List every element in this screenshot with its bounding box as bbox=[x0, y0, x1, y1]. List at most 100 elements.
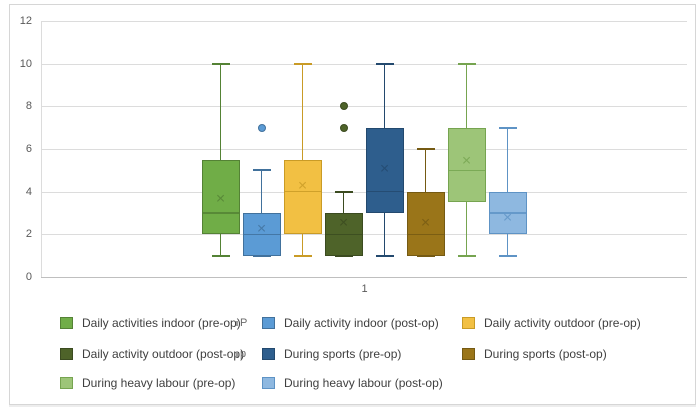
mean-marker: × bbox=[502, 209, 513, 227]
mean-marker: × bbox=[215, 190, 226, 208]
legend-swatch bbox=[262, 348, 275, 360]
legend-item: During sports (post-op) bbox=[462, 347, 607, 361]
median-line bbox=[242, 233, 281, 236]
mean-marker: × bbox=[256, 220, 267, 238]
legend-label: During sports (pre-op) bbox=[284, 347, 402, 361]
median-line bbox=[488, 212, 527, 214]
min-whisker-cap bbox=[334, 254, 353, 257]
max-whisker-cap bbox=[416, 148, 435, 150]
upper-whisker bbox=[506, 127, 509, 192]
stray-character: p bbox=[240, 348, 247, 360]
gridline bbox=[41, 21, 687, 22]
gridline bbox=[41, 63, 687, 65]
max-whisker-cap bbox=[498, 126, 517, 129]
y-axis-tick-label: 8 bbox=[25, 100, 32, 113]
min-whisker-cap bbox=[293, 254, 312, 257]
gridline bbox=[41, 106, 687, 108]
boxplot-box bbox=[283, 159, 322, 235]
upper-whisker bbox=[383, 63, 386, 128]
legend-swatch bbox=[262, 377, 275, 389]
y-axis-line bbox=[41, 21, 42, 277]
x-axis-category-label: 1 bbox=[361, 283, 368, 295]
median-line bbox=[447, 169, 486, 172]
legend-label: Daily activity outdoor (post-op) bbox=[82, 347, 245, 361]
lower-whisker bbox=[301, 234, 304, 256]
legend-item: During heavy labour (pre-op) bbox=[60, 376, 235, 390]
min-whisker-cap bbox=[498, 254, 517, 257]
upper-whisker bbox=[465, 63, 468, 128]
y-axis-tick-label: 12 bbox=[19, 15, 32, 27]
y-axis-tick-label: 0 bbox=[25, 271, 32, 283]
min-whisker-cap bbox=[211, 254, 230, 257]
chart-frame bbox=[9, 4, 696, 405]
median-line bbox=[324, 233, 363, 236]
mean-marker: × bbox=[297, 177, 308, 195]
min-whisker-cap bbox=[375, 254, 394, 257]
max-whisker-cap bbox=[293, 62, 312, 65]
median-line bbox=[406, 233, 445, 236]
stray-character: P bbox=[240, 317, 248, 329]
median-line bbox=[283, 190, 322, 193]
legend-item: Daily activity indoor (post-op) bbox=[262, 316, 439, 330]
legend-label: During sports (post-op) bbox=[484, 347, 607, 361]
y-axis-tick-label: 4 bbox=[25, 185, 32, 198]
min-whisker-cap bbox=[416, 254, 435, 257]
legend-swatch bbox=[60, 348, 73, 360]
mean-marker: × bbox=[461, 152, 472, 170]
gridline bbox=[41, 149, 687, 150]
y-axis-tick-label: 6 bbox=[25, 143, 32, 155]
legend-item: Daily activities indoor (pre-op) bbox=[60, 316, 241, 330]
boxplot-box bbox=[406, 191, 445, 256]
legend-label: During heavy labour (pre-op) bbox=[82, 376, 236, 390]
lower-whisker bbox=[219, 234, 222, 256]
legend-swatch bbox=[462, 317, 475, 329]
min-whisker-cap bbox=[457, 254, 476, 257]
median-line bbox=[201, 212, 240, 214]
max-whisker-cap bbox=[375, 62, 394, 65]
boxplot-box bbox=[447, 127, 486, 203]
lower-whisker bbox=[383, 213, 386, 256]
stray-tick-mark bbox=[236, 351, 238, 357]
legend-item: Daily activity outdoor (pre-op) bbox=[462, 316, 641, 330]
stray-tick-mark bbox=[236, 320, 238, 326]
max-whisker-cap bbox=[211, 62, 230, 65]
upper-whisker bbox=[219, 63, 222, 160]
gridline bbox=[41, 191, 687, 193]
legend-stray-text: p bbox=[236, 348, 246, 360]
legend-label: Daily activity indoor (post-op) bbox=[284, 316, 439, 330]
mean-marker: × bbox=[338, 214, 349, 232]
y-axis-tick-label: 10 bbox=[19, 57, 32, 70]
legend-label: Daily activity outdoor (pre-op) bbox=[484, 316, 641, 330]
y-axis-tick-label: 2 bbox=[25, 228, 32, 241]
upper-whisker bbox=[301, 63, 304, 160]
legend-item: During sports (pre-op) bbox=[262, 347, 401, 361]
mean-marker: × bbox=[379, 160, 390, 178]
legend-swatch bbox=[462, 348, 475, 360]
max-whisker-cap bbox=[457, 62, 476, 65]
outlier-point bbox=[257, 123, 266, 132]
upper-whisker bbox=[260, 170, 263, 213]
legend-swatch bbox=[60, 377, 73, 389]
boxplot-box bbox=[201, 159, 240, 235]
mean-marker: × bbox=[420, 214, 431, 232]
min-whisker-cap bbox=[252, 254, 271, 257]
lower-whisker bbox=[506, 234, 509, 256]
upper-whisker bbox=[342, 191, 345, 213]
x-axis-line bbox=[41, 277, 687, 278]
legend-label: Daily activities indoor (pre-op) bbox=[82, 316, 241, 330]
upper-whisker bbox=[424, 149, 427, 192]
legend-item: Daily activity outdoor (post-op) bbox=[60, 347, 244, 361]
gridline bbox=[41, 234, 687, 236]
legend-swatch bbox=[262, 317, 275, 329]
lower-whisker bbox=[465, 202, 468, 256]
boxplot-box bbox=[365, 127, 404, 213]
outlier-point bbox=[339, 123, 348, 132]
max-whisker-cap bbox=[252, 169, 271, 172]
outlier-point bbox=[339, 102, 348, 111]
median-line bbox=[365, 190, 404, 193]
legend-stray-text: P bbox=[236, 317, 247, 329]
max-whisker-cap bbox=[334, 190, 353, 193]
legend-swatch bbox=[60, 317, 73, 329]
legend-item: During heavy labour (post-op) bbox=[262, 376, 443, 390]
